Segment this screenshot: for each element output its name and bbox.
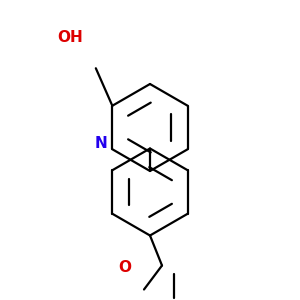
Text: OH: OH xyxy=(58,30,83,45)
Text: O: O xyxy=(118,260,131,275)
Text: N: N xyxy=(95,136,108,151)
